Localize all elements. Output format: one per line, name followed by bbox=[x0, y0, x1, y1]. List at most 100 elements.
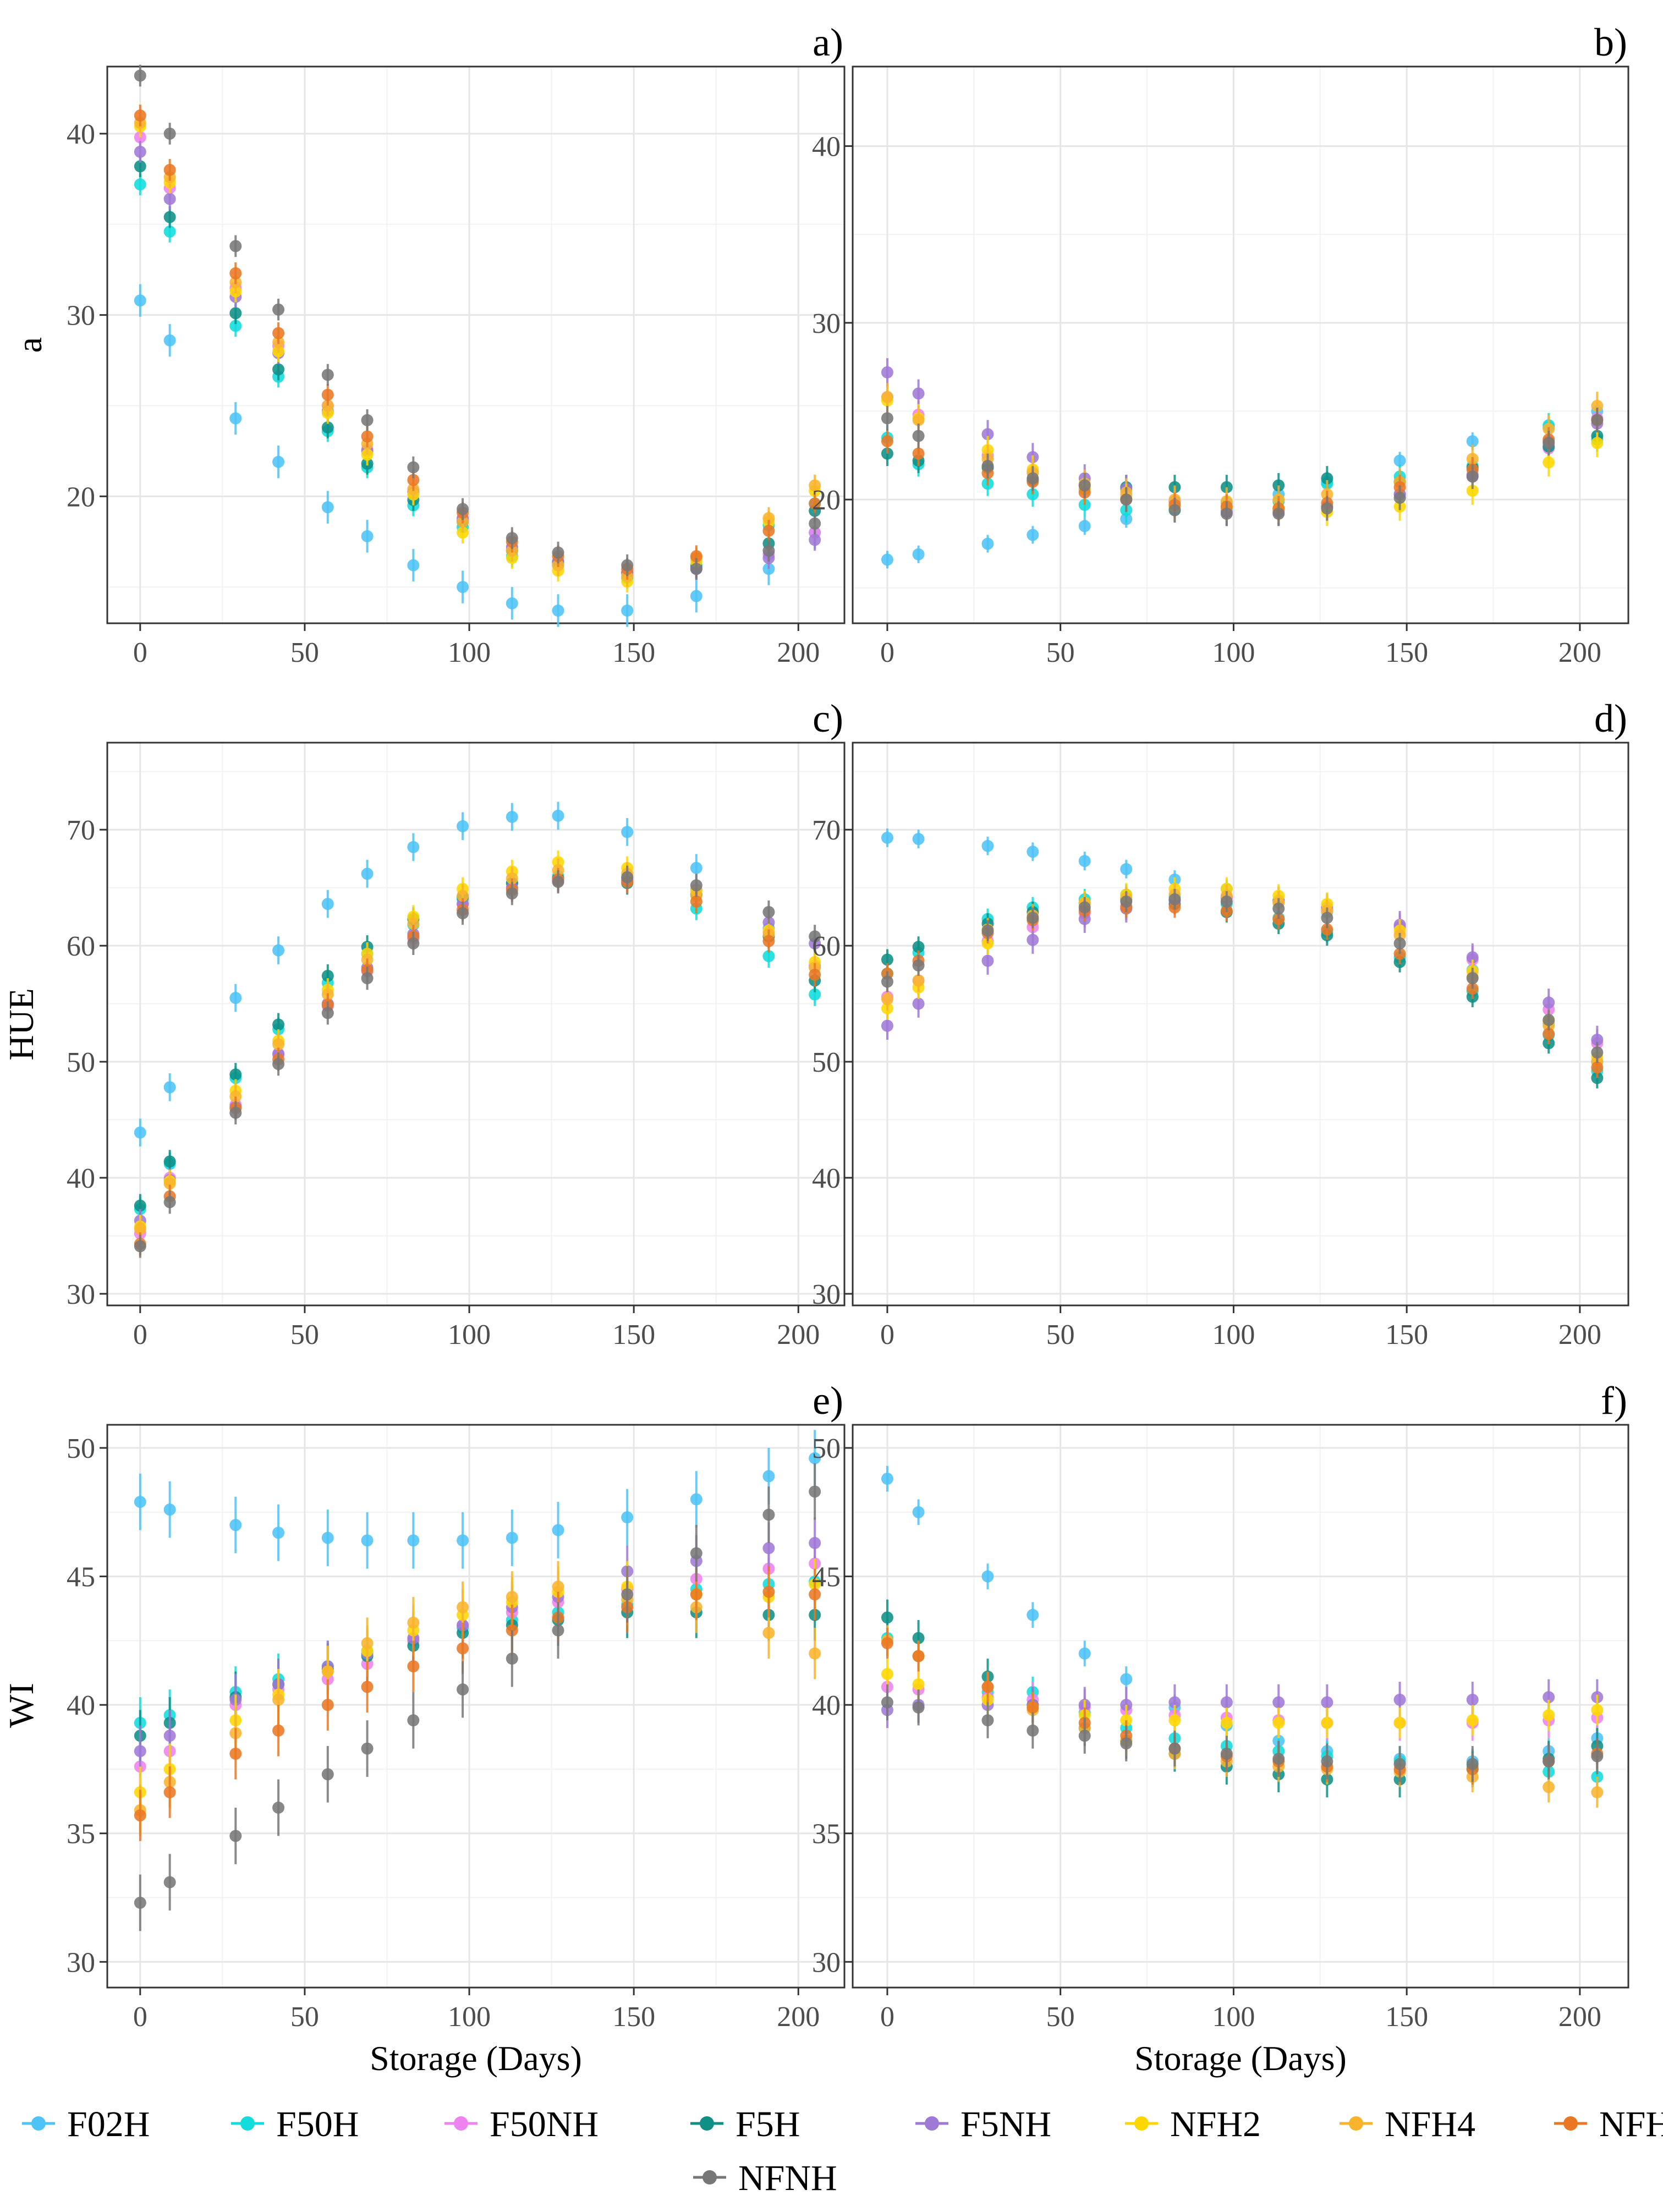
data-point bbox=[690, 879, 702, 892]
data-point bbox=[762, 935, 775, 947]
legend-item: NFH2 bbox=[1125, 2104, 1261, 2144]
y-tick-label: 70 bbox=[812, 815, 841, 846]
data-point bbox=[912, 959, 925, 971]
data-point bbox=[912, 430, 925, 442]
data-point bbox=[881, 1611, 893, 1624]
data-point bbox=[881, 1637, 893, 1650]
data-point bbox=[361, 1681, 374, 1693]
data-point bbox=[912, 1506, 925, 1518]
data-point bbox=[1120, 1673, 1133, 1686]
x-tick-label: 50 bbox=[290, 637, 319, 668]
legend-label: NFH4 bbox=[1385, 2104, 1475, 2144]
legend-label: F5NH bbox=[961, 2104, 1051, 2144]
data-point bbox=[1543, 1755, 1555, 1768]
data-point bbox=[1321, 472, 1333, 485]
y-tick-label: 40 bbox=[67, 1690, 95, 1721]
panel-label: d) bbox=[1594, 696, 1627, 740]
data-point bbox=[809, 1647, 821, 1660]
x-tick-label: 50 bbox=[290, 2001, 319, 2033]
data-point bbox=[1168, 1696, 1181, 1709]
data-point bbox=[809, 968, 821, 981]
data-point bbox=[321, 1532, 334, 1544]
panel-label: b) bbox=[1594, 20, 1627, 64]
y-tick-label: 35 bbox=[67, 1819, 95, 1850]
x-tick-label: 100 bbox=[448, 1319, 491, 1351]
data-point bbox=[457, 1683, 469, 1696]
legend-marker bbox=[1563, 2116, 1578, 2131]
data-point bbox=[552, 546, 564, 559]
data-point bbox=[134, 1199, 146, 1212]
legend-label: NFNH bbox=[738, 2158, 837, 2198]
data-point bbox=[407, 918, 420, 930]
data-point bbox=[552, 1624, 564, 1637]
data-point bbox=[1220, 895, 1233, 908]
data-point bbox=[163, 1177, 176, 1190]
x-tick-label: 100 bbox=[448, 637, 491, 668]
legend-item: F50H bbox=[231, 2104, 359, 2144]
data-point bbox=[457, 1534, 469, 1547]
data-point bbox=[163, 1081, 176, 1094]
legend-item: NFH4 bbox=[1340, 2104, 1475, 2144]
data-point bbox=[229, 1830, 242, 1842]
data-point bbox=[1168, 504, 1181, 517]
data-point bbox=[809, 1588, 821, 1601]
legend-item: F50NH bbox=[444, 2104, 599, 2144]
legend-item: F5NH bbox=[915, 2104, 1051, 2144]
data-point bbox=[881, 1019, 893, 1032]
data-point bbox=[407, 461, 420, 474]
data-point bbox=[881, 993, 893, 1006]
x-tick-label: 0 bbox=[880, 1319, 894, 1351]
legend-marker bbox=[454, 2116, 468, 2131]
x-tick-label: 50 bbox=[290, 1319, 319, 1351]
x-tick-label: 0 bbox=[880, 2001, 894, 2033]
x-tick-label: 100 bbox=[1212, 1319, 1255, 1351]
data-point bbox=[134, 1896, 146, 1909]
x-tick-label: 200 bbox=[777, 637, 820, 668]
data-point bbox=[690, 1547, 702, 1560]
data-point bbox=[134, 1745, 146, 1758]
legend-marker bbox=[240, 2116, 255, 2131]
data-point bbox=[881, 366, 893, 378]
data-point bbox=[321, 388, 334, 401]
data-point bbox=[229, 1106, 242, 1119]
data-point bbox=[229, 992, 242, 1005]
data-point bbox=[361, 1742, 374, 1755]
panel-border bbox=[852, 1424, 1629, 1989]
data-point bbox=[1027, 1724, 1039, 1737]
data-point bbox=[981, 460, 994, 473]
legend-item: NFNH bbox=[693, 2158, 837, 2198]
y-tick-label: 50 bbox=[67, 1433, 95, 1464]
x-tick-label: 0 bbox=[880, 637, 894, 668]
data-point bbox=[229, 267, 242, 279]
data-point bbox=[361, 972, 374, 985]
y-tick-label: 60 bbox=[67, 931, 95, 962]
data-point bbox=[407, 1714, 420, 1727]
data-point bbox=[229, 320, 242, 332]
data-point bbox=[163, 1196, 176, 1209]
data-point bbox=[1466, 972, 1479, 985]
data-point bbox=[1543, 1709, 1555, 1721]
data-point bbox=[1543, 456, 1555, 469]
data-point bbox=[1027, 472, 1039, 485]
panel-border bbox=[106, 742, 846, 1307]
data-point bbox=[1220, 1716, 1233, 1729]
legend-marker bbox=[1349, 2116, 1363, 2131]
data-point bbox=[1591, 1061, 1604, 1074]
data-point bbox=[407, 841, 420, 853]
panel-label: f) bbox=[1601, 1379, 1627, 1423]
x-tick-label: 150 bbox=[612, 637, 655, 668]
data-point bbox=[407, 937, 420, 949]
data-point bbox=[762, 1542, 775, 1555]
y-tick-label: 70 bbox=[67, 815, 95, 846]
data-point bbox=[809, 497, 821, 510]
y-tick-label: 60 bbox=[812, 931, 841, 962]
data-point bbox=[1078, 901, 1091, 914]
panel-label: c) bbox=[813, 696, 843, 740]
panel-border bbox=[852, 742, 1629, 1307]
data-point bbox=[621, 1511, 634, 1524]
data-point bbox=[229, 1519, 242, 1532]
data-point bbox=[1220, 1696, 1233, 1709]
chart-panel: 0 50 100 150 200 20 30 40 a) a bbox=[10, 20, 846, 668]
legend-marker bbox=[925, 2116, 939, 2131]
